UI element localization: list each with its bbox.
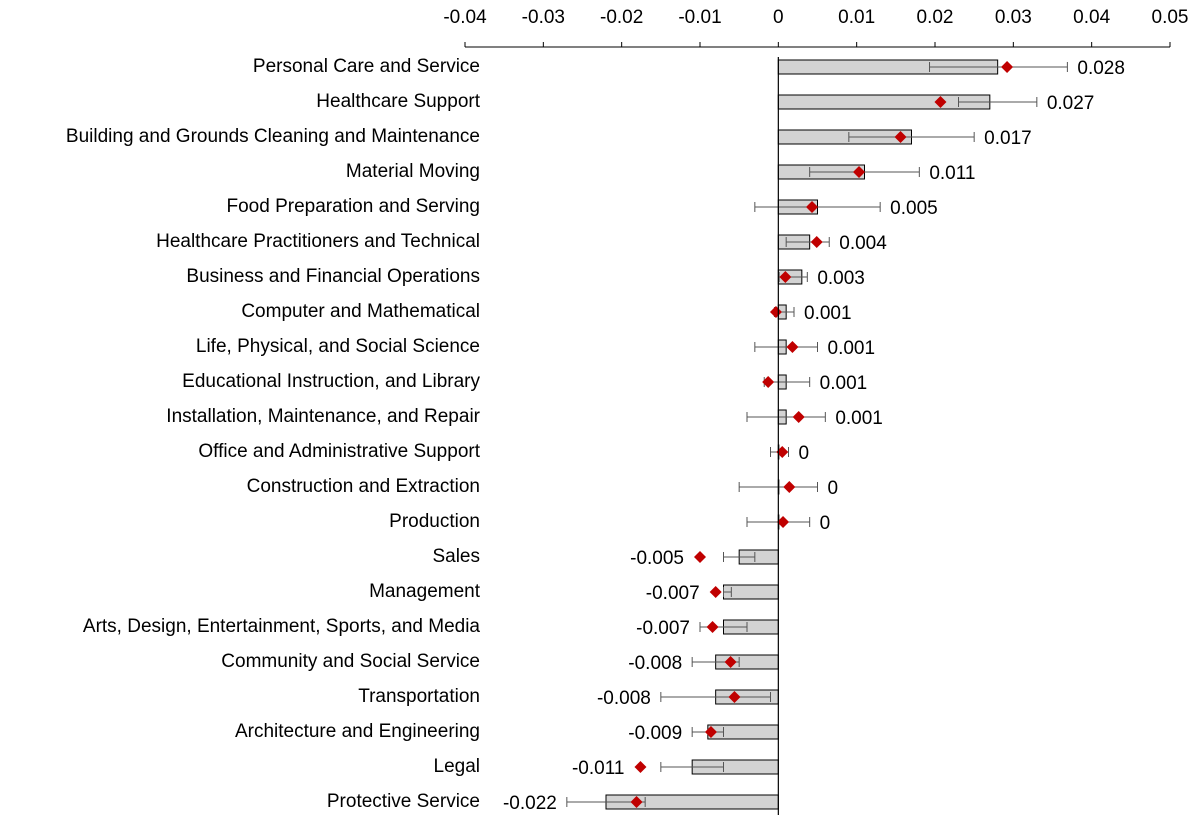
category-label: Business and Financial Operations: [186, 266, 480, 287]
category-label: Construction and Extraction: [247, 476, 480, 497]
marker: [728, 691, 741, 703]
marker: [777, 516, 790, 528]
category-label: Life, Physical, and Social Science: [196, 336, 480, 357]
marker: [1001, 61, 1014, 73]
data-label: -0.007: [646, 583, 700, 604]
marker: [706, 621, 719, 633]
marker: [853, 166, 866, 178]
marker: [762, 376, 775, 388]
x-tick-label: 0.05: [1152, 7, 1189, 28]
x-tick-label: -0.01: [678, 7, 721, 28]
category-label: Transportation: [358, 686, 480, 707]
marker: [724, 656, 737, 668]
marker: [894, 131, 907, 143]
marker: [630, 796, 643, 808]
x-tick-label: 0.02: [917, 7, 954, 28]
category-label: Material Moving: [346, 161, 480, 182]
category-label: Legal: [434, 756, 481, 777]
category-label: Protective Service: [327, 791, 480, 812]
category-label: Healthcare Practitioners and Technical: [156, 231, 480, 252]
data-label: 0.011: [929, 163, 975, 184]
data-label: 0: [828, 478, 839, 499]
marker: [779, 271, 792, 283]
data-label: -0.011: [572, 758, 624, 779]
data-label: 0: [799, 443, 810, 464]
marker: [694, 551, 706, 563]
data-label: -0.008: [628, 653, 682, 674]
data-label: -0.005: [630, 548, 684, 569]
category-label: Management: [369, 581, 481, 602]
x-tick-label: 0.04: [1073, 7, 1110, 28]
marker: [783, 481, 796, 493]
data-label: 0.003: [817, 268, 865, 289]
data-label: -0.022: [503, 793, 557, 814]
data-label: 0.001: [835, 408, 883, 429]
category-label: Arts, Design, Entertainment, Sports, and…: [83, 616, 481, 637]
data-label: 0.001: [804, 303, 852, 324]
data-label: -0.009: [628, 723, 682, 744]
category-label: Computer and Mathematical: [241, 301, 480, 322]
marker: [934, 96, 947, 108]
x-tick-label: -0.02: [600, 7, 643, 28]
data-label: 0: [820, 513, 831, 534]
x-tick-label: 0.01: [838, 7, 875, 28]
data-label: 0.001: [828, 338, 876, 359]
category-label: Educational Instruction, and Library: [182, 371, 480, 392]
marker: [634, 761, 647, 773]
category-label: Office and Administrative Support: [198, 441, 480, 462]
marker: [786, 341, 799, 353]
data-label: 0.004: [839, 233, 887, 254]
marker: [792, 411, 805, 423]
x-tick-label: -0.03: [522, 7, 565, 28]
category-label: Building and Grounds Cleaning and Mainte…: [66, 126, 480, 147]
data-label: 0.028: [1077, 58, 1125, 79]
data-label: 0.017: [984, 128, 1032, 149]
x-tick-label: 0: [773, 7, 784, 28]
data-label: 0.005: [890, 198, 938, 219]
marker: [704, 726, 717, 738]
category-label: Production: [389, 511, 480, 532]
x-tick-label: -0.04: [443, 7, 487, 28]
category-label: Installation, Maintenance, and Repair: [166, 406, 480, 427]
category-label: Sales: [432, 546, 480, 567]
category-label: Personal Care and Service: [253, 56, 480, 77]
marker: [709, 586, 722, 598]
marker: [769, 306, 782, 318]
data-label: 0.001: [820, 373, 868, 394]
data-label: 0.027: [1047, 93, 1095, 114]
marker: [776, 446, 789, 458]
category-label: Architecture and Engineering: [235, 721, 480, 742]
category-label: Food Preparation and Serving: [227, 196, 481, 217]
marker: [806, 201, 819, 213]
marker: [810, 236, 823, 248]
category-label: Healthcare Support: [316, 91, 480, 112]
x-tick-label: 0.03: [995, 7, 1032, 28]
data-label: -0.008: [597, 688, 651, 709]
data-label: -0.007: [636, 618, 690, 639]
category-label: Community and Social Service: [221, 651, 480, 672]
